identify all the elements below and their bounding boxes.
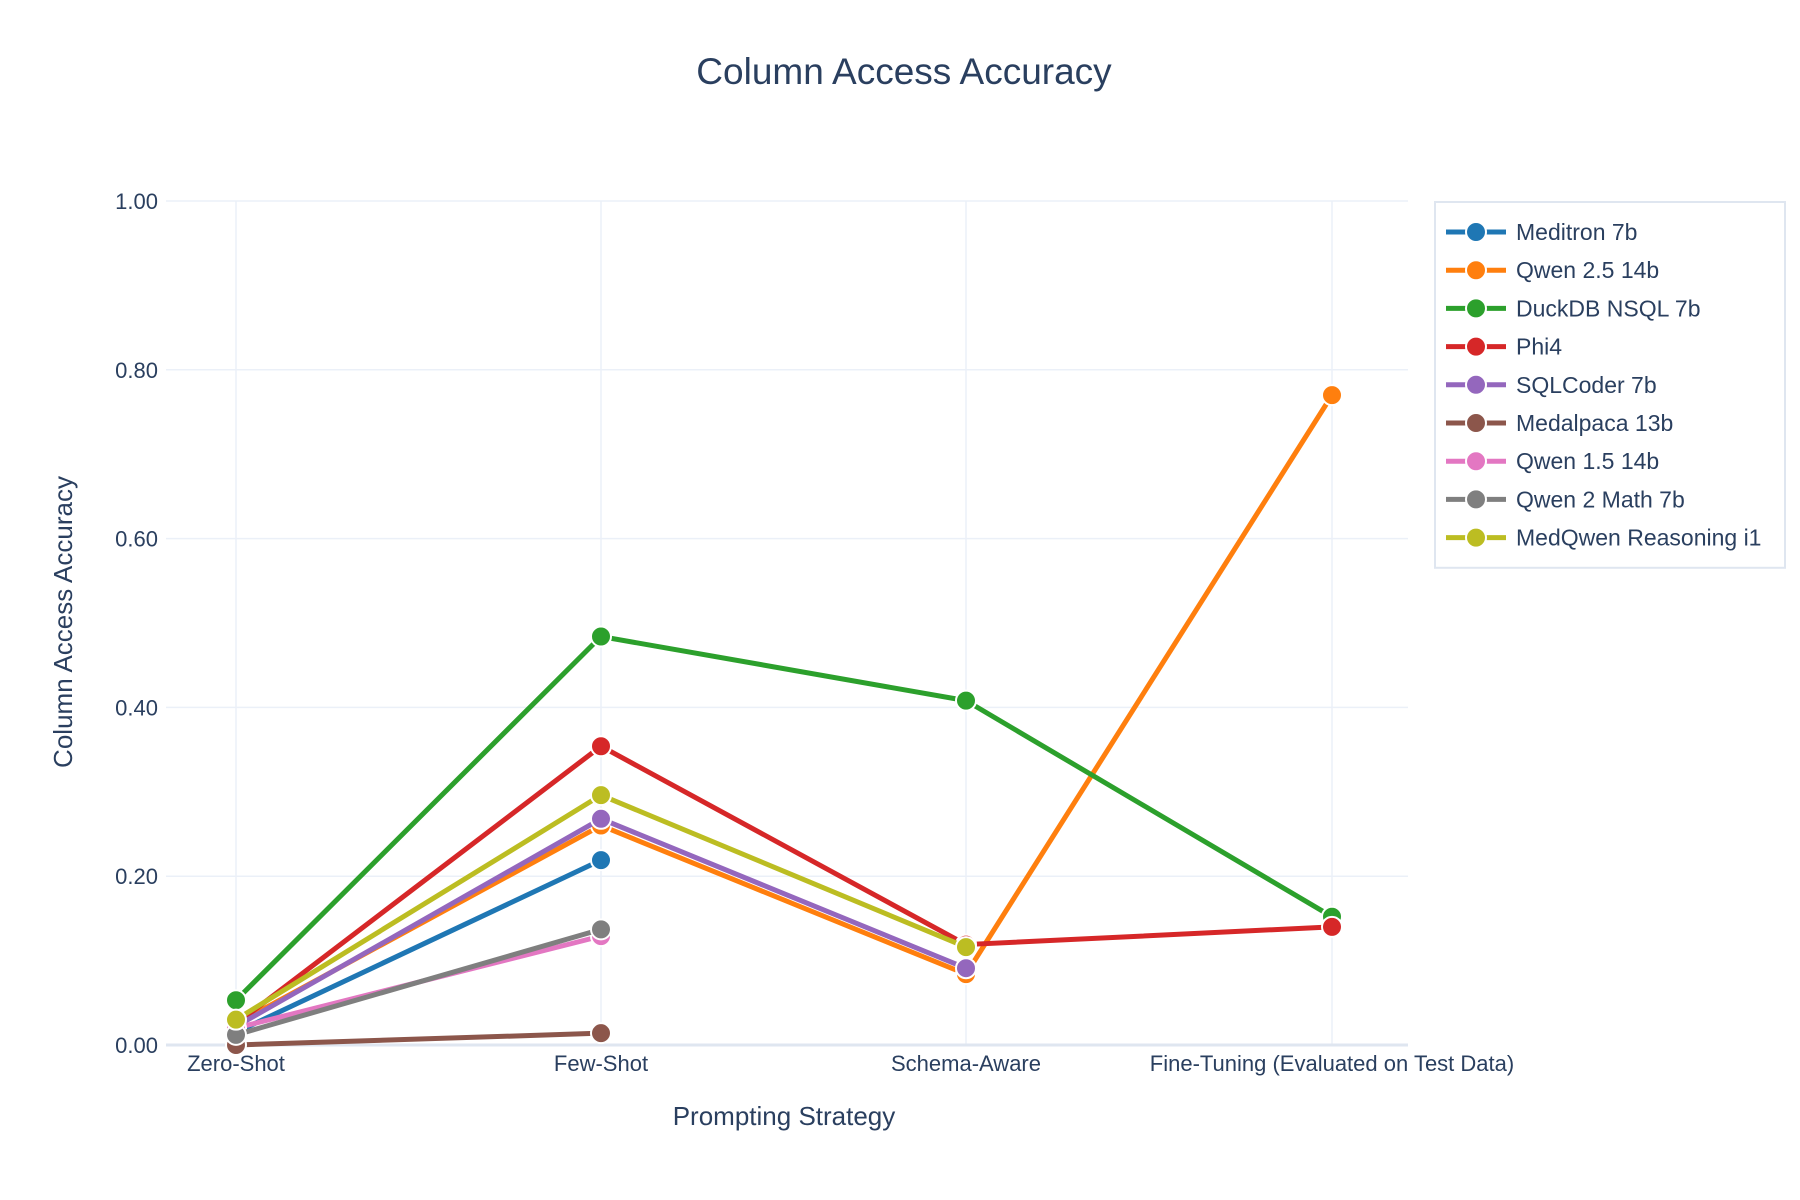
legend-label: Medalpaca 13b xyxy=(1516,410,1673,436)
data-point xyxy=(955,957,977,980)
y-axis-title: Column Access Accuracy xyxy=(48,476,78,768)
legend-label: Qwen 2.5 14b xyxy=(1516,257,1659,283)
legend-marker xyxy=(1465,259,1487,282)
x-tick-label: Fine-Tuning (Evaluated on Test Data) xyxy=(1150,1051,1514,1076)
legend-item: Meditron 7b xyxy=(1446,219,1637,245)
legend-item: Phi4 xyxy=(1446,334,1562,360)
series-duckdb-nsql-7b xyxy=(225,625,1343,1012)
legend-label: Qwen 1.5 14b xyxy=(1516,448,1659,474)
series-line xyxy=(234,743,1333,1026)
data-point xyxy=(1321,384,1343,407)
series-line xyxy=(235,926,602,1038)
x-tick-label: Few-Shot xyxy=(554,1051,648,1076)
legend-item: Qwen 2.5 14b xyxy=(1446,257,1659,283)
series-qwen-2-math-7b xyxy=(225,918,612,1046)
grid-layer xyxy=(166,200,1408,1045)
legend-marker xyxy=(1465,373,1487,396)
data-point xyxy=(590,849,612,872)
y-tick-label: 0.00 xyxy=(115,1033,158,1058)
data-point xyxy=(590,625,612,648)
data-point xyxy=(225,989,247,1012)
legend-item: DuckDB NSQL 7b xyxy=(1446,295,1701,321)
data-point xyxy=(955,689,977,712)
data-point xyxy=(590,735,612,758)
chart-title: Column Access Accuracy xyxy=(696,51,1112,92)
legend-item: MedQwen Reasoning i1 xyxy=(1446,525,1761,551)
legend-item: Qwen 1.5 14b xyxy=(1446,448,1659,474)
x-tick-label: Schema-Aware xyxy=(891,1051,1041,1076)
x-axis-title: Prompting Strategy xyxy=(673,1101,896,1131)
legend-marker xyxy=(1465,335,1487,358)
y-tick-label: 1.00 xyxy=(115,189,158,214)
legend-item: Medalpaca 13b xyxy=(1446,410,1673,436)
y-tick-label: 0.40 xyxy=(115,695,158,720)
data-point xyxy=(590,1022,612,1045)
data-point xyxy=(590,918,612,941)
y-tick-label: 0.80 xyxy=(115,358,158,383)
series-line xyxy=(234,393,1335,1027)
legend-label: Qwen 2 Math 7b xyxy=(1516,486,1685,512)
legend-label: MedQwen Reasoning i1 xyxy=(1516,525,1761,551)
legend-marker xyxy=(1465,526,1487,549)
data-point xyxy=(590,807,612,830)
legend-marker xyxy=(1465,450,1487,473)
legend-marker xyxy=(1465,488,1487,511)
data-point xyxy=(955,936,977,959)
legend-marker xyxy=(1465,297,1487,320)
data-point xyxy=(225,1008,247,1031)
y-tick-label: 0.20 xyxy=(115,864,158,889)
legend-marker xyxy=(1465,412,1487,434)
series-line xyxy=(235,1030,602,1048)
y-tick-label: 0.60 xyxy=(115,527,158,552)
series-layer xyxy=(225,384,1343,1056)
legend-marker xyxy=(1465,221,1487,243)
series-line xyxy=(234,857,603,1035)
legend-label: DuckDB NSQL 7b xyxy=(1516,295,1701,321)
legend-label: Meditron 7b xyxy=(1516,219,1637,245)
legend-label: Phi4 xyxy=(1516,334,1562,360)
series-medqwen-reasoning-i1 xyxy=(225,784,977,1031)
data-point xyxy=(1321,915,1343,938)
data-point xyxy=(590,784,612,807)
legend: Meditron 7b Qwen 2.5 14b DuckDB NSQL 7b Phi… xyxy=(1434,201,1786,569)
legend-item: SQLCoder 7b xyxy=(1446,372,1657,398)
series-line xyxy=(234,634,1334,1003)
legend-label: SQLCoder 7b xyxy=(1516,372,1657,398)
legend-item: Qwen 2 Math 7b xyxy=(1446,486,1685,512)
